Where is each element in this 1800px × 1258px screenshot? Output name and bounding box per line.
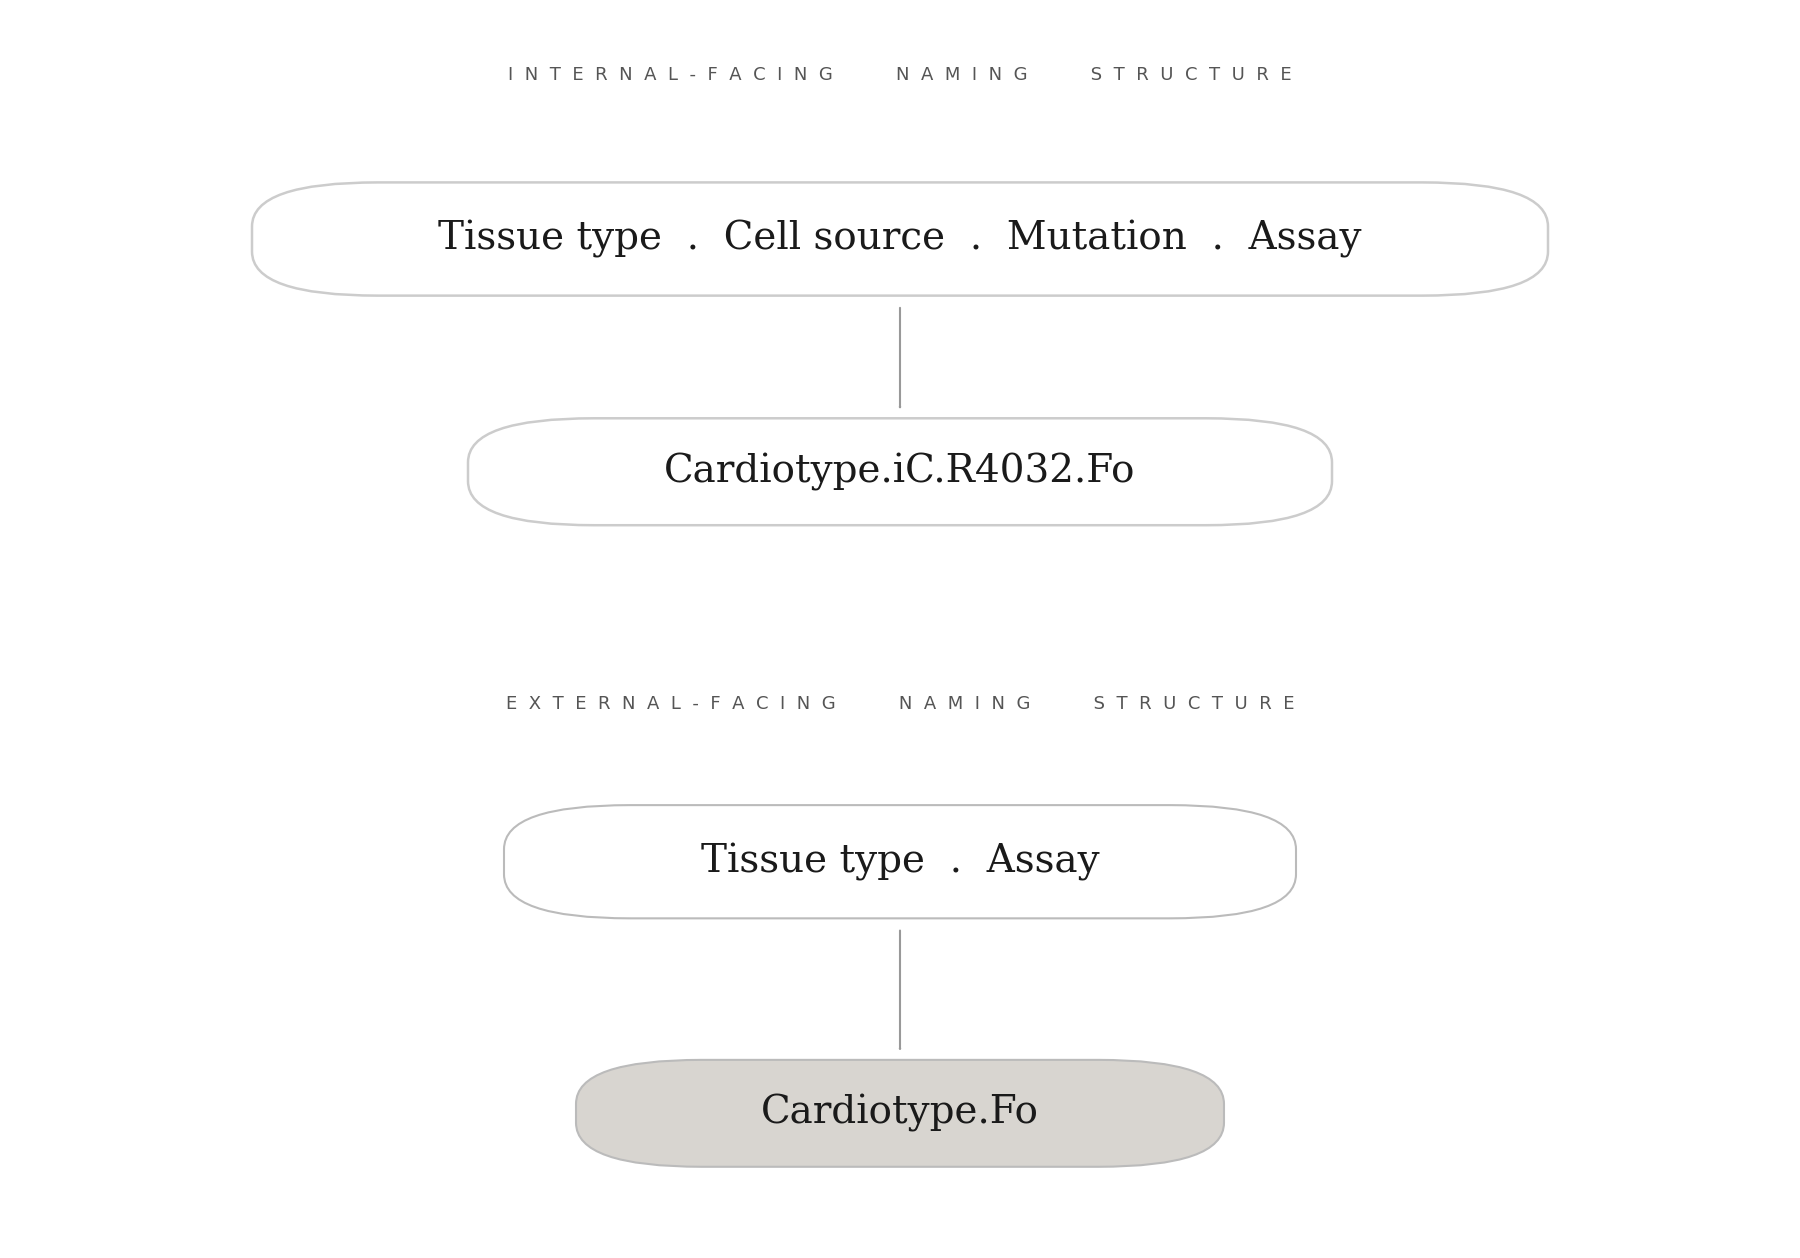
- Text: Cardiotype.Fo: Cardiotype.Fo: [761, 1094, 1039, 1132]
- FancyBboxPatch shape: [504, 805, 1296, 918]
- Text: Cardiotype.iC.R4032.Fo: Cardiotype.iC.R4032.Fo: [664, 453, 1136, 491]
- Text: Tissue type  .  Assay: Tissue type . Assay: [700, 843, 1100, 881]
- Text: I  N  T  E  R  N  A  L  -  F  A  C  I  N  G           N  A  M  I  N  G          : I N T E R N A L - F A C I N G N A M I N …: [508, 67, 1292, 84]
- FancyBboxPatch shape: [252, 182, 1548, 296]
- FancyBboxPatch shape: [576, 1059, 1224, 1167]
- FancyBboxPatch shape: [468, 418, 1332, 526]
- Text: Tissue type  .  Cell source  .  Mutation  .  Assay: Tissue type . Cell source . Mutation . A…: [437, 220, 1363, 258]
- Text: E  X  T  E  R  N  A  L  -  F  A  C  I  N  G           N  A  M  I  N  G          : E X T E R N A L - F A C I N G N A M I N …: [506, 696, 1294, 713]
